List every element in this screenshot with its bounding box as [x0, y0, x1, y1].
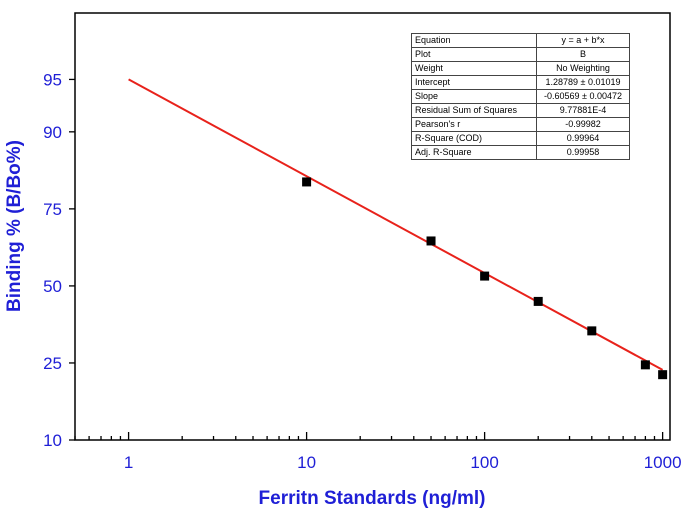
data-point: [533, 296, 543, 306]
data-point: [640, 360, 650, 370]
series-group: [128, 78, 668, 380]
x-tick-label: 100: [470, 453, 498, 472]
y-tick-label: 95: [43, 70, 62, 89]
x-tick-label: 10: [297, 453, 316, 472]
x-tick-label: 1: [124, 453, 133, 472]
y-tick-label: 50: [43, 277, 62, 296]
fit-table-row: Equation y = a + b*x: [411, 33, 630, 48]
y-tick-label: 10: [43, 431, 62, 450]
fit-table-key: Residual Sum of Squares: [411, 103, 537, 118]
fit-table-row: Intercept 1.28789 ± 0.01019: [411, 75, 630, 90]
fit-table-key: Plot: [411, 47, 537, 62]
fit-table-value: No Weighting: [536, 61, 630, 76]
fit-table-value: y = a + b*x: [536, 33, 630, 48]
fit-table-value: -0.99982: [536, 117, 630, 132]
fit-table-row: R-Square (COD) 0.99964: [411, 131, 630, 146]
fit-table-row: Weight No Weighting: [411, 61, 630, 76]
plot-frame: [74, 12, 671, 441]
data-point: [302, 177, 312, 187]
fit-table-row: Residual Sum of Squares 9.77881E-4: [411, 103, 630, 118]
data-point: [658, 370, 668, 380]
x-axis-ticks: 1 10 100 1000: [74, 432, 682, 472]
data-point: [426, 236, 436, 246]
y-tick-label: 90: [43, 123, 62, 142]
fit-table-value: 1.28789 ± 0.01019: [536, 75, 630, 90]
fit-table-value: -0.60569 ± 0.00472: [536, 89, 630, 104]
fit-table-row: Slope -0.60569 ± 0.00472: [411, 89, 630, 104]
fit-table-key: Intercept: [411, 75, 537, 90]
fit-table-key: R-Square (COD): [411, 131, 537, 146]
fit-table-row: Plot B: [411, 47, 630, 62]
fit-table-row: Pearson's r -0.99982: [411, 117, 630, 132]
fit-table-key: Pearson's r: [411, 117, 537, 132]
y-tick-label: 25: [43, 354, 62, 373]
fit-table-value: 0.99958: [536, 145, 630, 160]
y-tick-label: 75: [43, 200, 62, 219]
fit-table-key: Weight: [411, 61, 537, 76]
x-axis-label: Ferritn Standards (ng/ml): [259, 488, 486, 509]
fit-line: [128, 78, 664, 371]
fit-table-key: Slope: [411, 89, 537, 104]
fit-table-value: 9.77881E-4: [536, 103, 630, 118]
fit-table-key: Equation: [411, 33, 537, 48]
data-point: [587, 326, 597, 336]
fit-table-key: Adj. R-Square: [411, 145, 537, 160]
fit-table-row: Adj. R-Square 0.99958: [411, 145, 630, 160]
fit-statistics-table: Equation y = a + b*x Plot B Weight No Weighti…: [411, 33, 630, 160]
data-point: [480, 271, 490, 281]
y-axis-label: Binding % (B/Bo%): [4, 140, 25, 312]
fit-table-value: B: [536, 47, 630, 62]
y-axis-ticks: 10 25 50 75 90 95: [43, 70, 75, 450]
x-tick-label: 1000: [644, 453, 682, 472]
fit-table-value: 0.99964: [536, 131, 630, 146]
